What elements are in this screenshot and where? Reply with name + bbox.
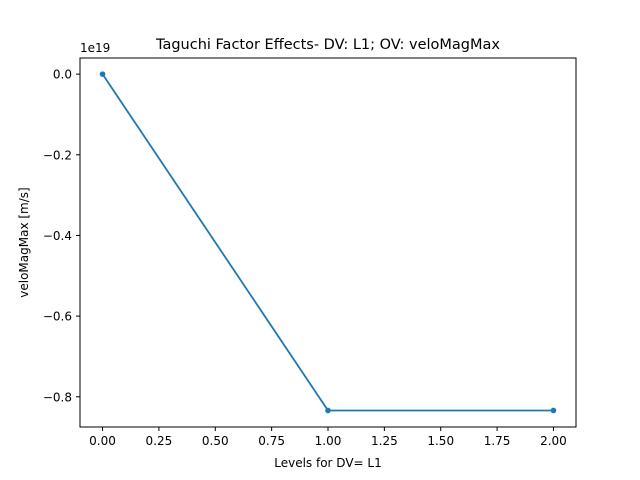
y-tick-label: 0.0 xyxy=(53,68,72,82)
x-tick-label: 0.00 xyxy=(89,434,116,448)
x-tick-label: 1.00 xyxy=(315,434,342,448)
x-tick-label: 0.75 xyxy=(258,434,285,448)
y-tick-label: −0.6 xyxy=(43,310,72,324)
axes-frame xyxy=(79,57,577,428)
y-axis-label: veloMagMax [m/s] xyxy=(17,187,31,297)
plot-area xyxy=(99,71,557,414)
data-point xyxy=(99,71,106,77)
x-tick-label: 1.50 xyxy=(427,434,454,448)
y-tick-label: −0.2 xyxy=(43,148,72,162)
x-axis-label: Levels for DV= L1 xyxy=(274,456,381,470)
y-offset-label: 1e19 xyxy=(80,41,110,55)
chart-title: Taguchi Factor Effects- DV: L1; OV: velo… xyxy=(155,37,500,53)
y-tick-label: −0.8 xyxy=(43,390,72,404)
data-point xyxy=(550,407,557,414)
x-tick-label: 2.00 xyxy=(540,434,567,448)
x-tick-label: 0.50 xyxy=(202,434,229,448)
data-point xyxy=(325,407,331,414)
x-tick-label: 0.25 xyxy=(146,434,173,448)
x-tick-label: 1.25 xyxy=(371,434,398,448)
x-tick-label: 1.75 xyxy=(484,434,511,448)
y-tick-label: −0.4 xyxy=(43,229,72,243)
axis-ticks: 0.00 0.25 0.50 0.75 1.00 1.25 1.50 1.75 2.00 0.0 −… xyxy=(43,68,567,448)
